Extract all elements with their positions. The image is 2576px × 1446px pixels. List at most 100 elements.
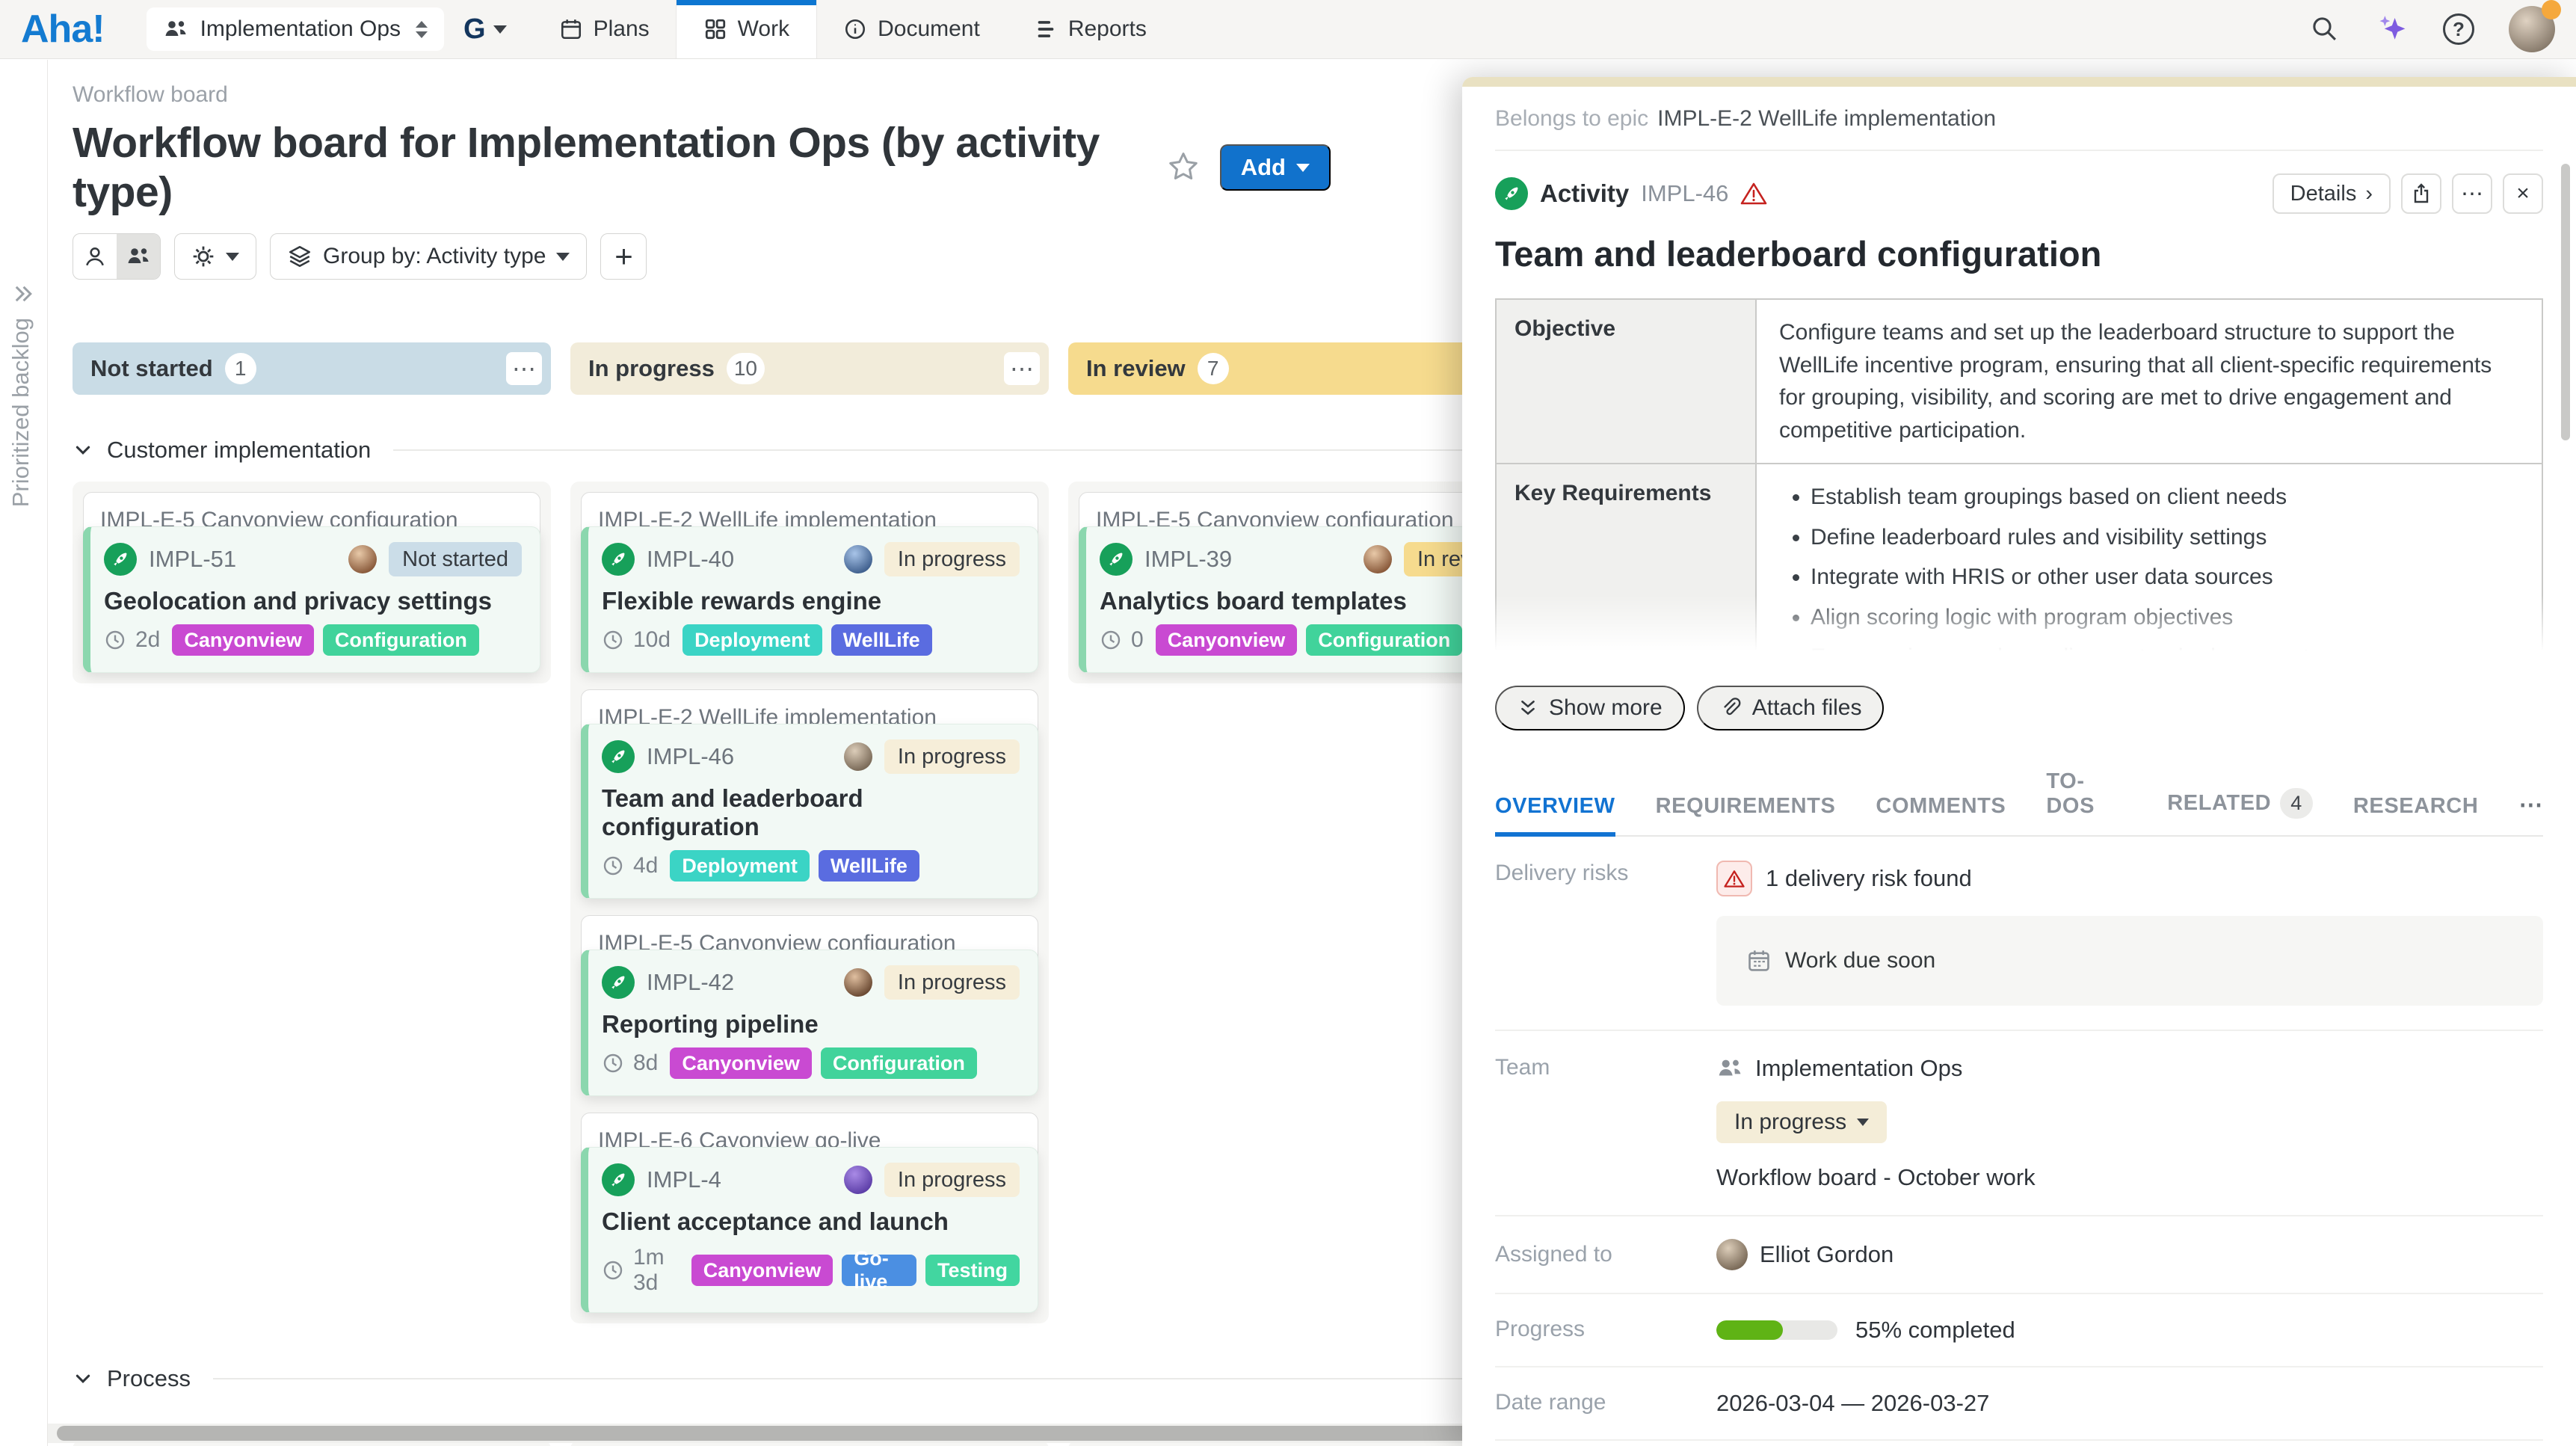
work-card[interactable]: IMPL-51 Not started Geolocation and priv… — [83, 526, 540, 674]
risk-item[interactable]: Work due soon — [1716, 916, 2543, 1006]
prioritized-backlog-rail[interactable]: Prioritized backlog — [0, 60, 48, 1446]
belongs-epic-link[interactable]: IMPL-E-2 WellLife implementation — [1657, 106, 1997, 131]
column-menu-button[interactable]: ⋯ — [506, 352, 542, 385]
tab-related[interactable]: RELATED 4 — [2167, 788, 2313, 835]
add-button[interactable]: Add — [1219, 144, 1331, 191]
tabs-overflow-button[interactable]: ⋯ — [2518, 791, 2543, 818]
card-id: IMPL-39 — [1144, 546, 1233, 573]
tag[interactable]: Go-live — [842, 1247, 916, 1293]
delivery-risk-text[interactable]: 1 delivery risk found — [1766, 865, 1972, 891]
tag[interactable]: Canyonview — [1155, 624, 1298, 656]
status-badge[interactable]: In progress — [884, 965, 1020, 1000]
lane-in-review: OPSTM-E-2 Client enablement OPSTM-22 In … — [1068, 1440, 1547, 1446]
tab-overview[interactable]: OVERVIEW — [1495, 794, 1615, 837]
tag[interactable]: Deployment — [670, 850, 810, 882]
card-id: IMPL-4 — [647, 1166, 721, 1193]
individual-view-button[interactable] — [73, 234, 117, 279]
user-avatar[interactable] — [2509, 0, 2561, 52]
tab-requirements[interactable]: REQUIREMENTS — [1655, 794, 1836, 818]
people-icon — [163, 18, 188, 40]
tab-plans[interactable]: Plans — [532, 0, 677, 58]
expand-chevrons-icon[interactable] — [12, 283, 34, 305]
description-table[interactable]: Objective Configure teams and set up the… — [1495, 298, 2543, 659]
aha-logo[interactable]: Aha! — [21, 7, 105, 51]
column-not-started: Not started 1 ⋯ — [73, 342, 551, 395]
sparkle-ai-icon[interactable] — [2374, 12, 2409, 46]
tag[interactable]: Canyonview — [691, 1255, 833, 1287]
tag[interactable]: Canyonview — [172, 624, 314, 656]
status-badge[interactable]: In progress — [884, 542, 1020, 577]
field-label: Progress — [1495, 1317, 1586, 1341]
share-button[interactable] — [2401, 173, 2441, 214]
field-assigned-to: Assigned to Elliot Gordon — [1495, 1216, 2543, 1294]
tag[interactable]: Configuration — [820, 1047, 977, 1080]
estimate: 8d — [633, 1050, 659, 1076]
top-navbar: Aha! Implementation Ops G Plans Work — [0, 0, 2576, 59]
tag[interactable]: Testing — [925, 1255, 1020, 1287]
org-logo: G — [463, 13, 486, 45]
warning-icon[interactable] — [1740, 182, 1767, 206]
help-icon[interactable]: ? — [2443, 13, 2474, 45]
chevron-down-icon[interactable] — [73, 440, 93, 461]
tab-reports[interactable]: Reports — [1007, 0, 1174, 58]
assignee-name[interactable]: Elliot Gordon — [1760, 1241, 1894, 1267]
status-badge[interactable]: In progress — [884, 1163, 1020, 1198]
section-name: Customer implementation — [107, 437, 372, 463]
belongs-to-epic: Belongs to epic IMPL-E-2 WellLife implem… — [1495, 87, 2543, 151]
tag[interactable]: WellLife — [831, 624, 932, 656]
tag[interactable]: Configuration — [322, 624, 479, 656]
workspace-selector[interactable]: Implementation Ops — [146, 7, 445, 51]
work-card[interactable]: IMPL-40 In progress Flexible rewards eng… — [581, 526, 1038, 674]
view-toggle — [73, 233, 161, 280]
tab-document[interactable]: Document — [816, 0, 1007, 58]
column-menu-button[interactable]: ⋯ — [1004, 352, 1040, 385]
tag[interactable]: WellLife — [818, 850, 919, 882]
breadcrumb[interactable]: Workflow board — [73, 82, 228, 107]
status-select[interactable]: In progress — [1716, 1101, 1888, 1143]
favorite-star-icon[interactable] — [1166, 150, 1201, 185]
field-delivery-risks: Delivery risks 1 delivery risk found Wor… — [1495, 837, 2543, 1031]
tab-todos[interactable]: TO-DOS — [2046, 769, 2095, 818]
field-label: Assigned to — [1495, 1242, 1612, 1267]
belongs-label: Belongs to epic — [1495, 106, 1649, 131]
search-icon[interactable] — [2310, 14, 2340, 44]
notification-dot — [2542, 0, 2561, 19]
tab-label: Work — [737, 16, 790, 41]
assignee-avatar — [1716, 1239, 1748, 1270]
board-header: Workflow board for Implementation Ops (b… — [73, 118, 1331, 217]
work-card[interactable]: IMPL-42 In progress Reporting pipeline 8… — [581, 950, 1038, 1097]
lane-in-progress: OPSTM-E-6 Deployment process standardiza… — [570, 1440, 1049, 1446]
release-link[interactable]: Workflow board - October work — [1716, 1164, 2036, 1190]
add-view-button[interactable]: + — [600, 233, 647, 280]
team-view-button[interactable] — [117, 234, 160, 279]
work-card-selected[interactable]: IMPL-46 In progress Team and leaderboard… — [581, 724, 1038, 899]
status-badge[interactable]: Not started — [389, 542, 522, 577]
date-range-value[interactable]: 2026-03-04 — 2026-03-27 — [1716, 1390, 1990, 1416]
show-more-button[interactable]: Show more — [1495, 686, 1685, 730]
status-badge[interactable]: In progress — [884, 739, 1020, 775]
attach-files-button[interactable]: Attach files — [1696, 686, 1885, 730]
status-label: In progress — [1734, 1110, 1847, 1134]
drawer-scrollbar-thumb[interactable] — [2561, 164, 2570, 440]
more-button[interactable]: ⋯ — [2452, 173, 2492, 214]
chevron-down-icon — [226, 252, 239, 261]
chevron-down-icon[interactable] — [73, 1368, 93, 1389]
tag[interactable]: Canyonview — [670, 1047, 812, 1080]
tag[interactable]: Configuration — [1306, 624, 1463, 656]
settings-button[interactable] — [174, 233, 256, 280]
team-name[interactable]: Implementation Ops — [1755, 1055, 1963, 1081]
row-label: Objective — [1495, 298, 1757, 464]
tag[interactable]: Deployment — [682, 624, 822, 656]
tab-label: Document — [878, 16, 980, 41]
record-type: Activity — [1540, 179, 1630, 207]
tab-work[interactable]: Work — [676, 0, 817, 58]
work-card[interactable]: IMPL-4 In progress Client acceptance and… — [581, 1147, 1038, 1314]
record-title[interactable]: Team and leaderboard configuration — [1495, 234, 2102, 274]
tab-comments[interactable]: COMMENTS — [1876, 794, 2006, 818]
org-switcher[interactable]: G — [463, 13, 507, 46]
estimate: 0 — [1131, 627, 1144, 653]
details-button[interactable]: Details › — [2272, 173, 2391, 214]
group-by-select[interactable]: Group by: Activity type — [270, 233, 588, 280]
close-icon[interactable]: × — [2503, 173, 2543, 214]
tab-research[interactable]: RESEARCH — [2352, 794, 2479, 818]
